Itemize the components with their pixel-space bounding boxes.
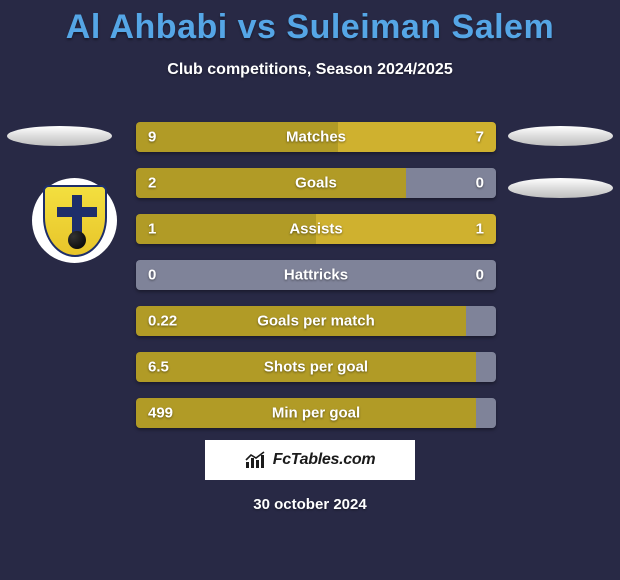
- stat-left-value: 6.5: [148, 359, 169, 376]
- bar-left: [136, 168, 406, 198]
- stat-right-value: 7: [476, 129, 484, 146]
- stat-label: Goals: [295, 175, 337, 192]
- brand-text: FcTables.com: [273, 451, 376, 469]
- stat-row: 6.5 Shots per goal: [136, 352, 496, 382]
- stat-right-value: 0: [476, 267, 484, 284]
- date-text: 30 october 2024: [253, 496, 366, 513]
- stat-label: Goals per match: [257, 313, 375, 330]
- stat-left-value: 2: [148, 175, 156, 192]
- stat-row: 0 0 Hattricks: [136, 260, 496, 290]
- stat-row: 1 1 Assists: [136, 214, 496, 244]
- stat-row: 9 7 Matches: [136, 122, 496, 152]
- stat-row: 499 Min per goal: [136, 398, 496, 428]
- bar-right: [316, 214, 496, 244]
- stat-label: Matches: [286, 129, 346, 146]
- bar-right: [476, 398, 496, 428]
- stat-label: Hattricks: [284, 267, 348, 284]
- page-subtitle: Club competitions, Season 2024/2025: [0, 61, 620, 79]
- stat-left-value: 0.22: [148, 313, 177, 330]
- chart-icon: [245, 451, 267, 469]
- stat-label: Min per goal: [272, 405, 360, 422]
- stat-label: Assists: [289, 221, 342, 238]
- stat-left-value: 1: [148, 221, 156, 238]
- player-right-oval-1: [508, 126, 613, 146]
- club-badge: [32, 178, 117, 263]
- stat-left-value: 499: [148, 405, 173, 422]
- stat-right-value: 0: [476, 175, 484, 192]
- stat-row: 0.22 Goals per match: [136, 306, 496, 336]
- bar-right: [466, 306, 496, 336]
- player-left-oval: [7, 126, 112, 146]
- stat-row: 2 0 Goals: [136, 168, 496, 198]
- player-right-oval-2: [508, 178, 613, 198]
- bar-right: [476, 352, 496, 382]
- stat-left-value: 9: [148, 129, 156, 146]
- bar-right: [338, 122, 496, 152]
- stats-rows: 9 7 Matches 2 0 Goals 1 1 Assists 0 0 Hattricks 0.22…: [136, 122, 496, 444]
- stat-right-value: 1: [476, 221, 484, 238]
- stat-left-value: 0: [148, 267, 156, 284]
- brand-badge: FcTables.com: [205, 440, 415, 480]
- page-title: Al Ahbabi vs Suleiman Salem: [0, 0, 620, 47]
- stat-label: Shots per goal: [264, 359, 368, 376]
